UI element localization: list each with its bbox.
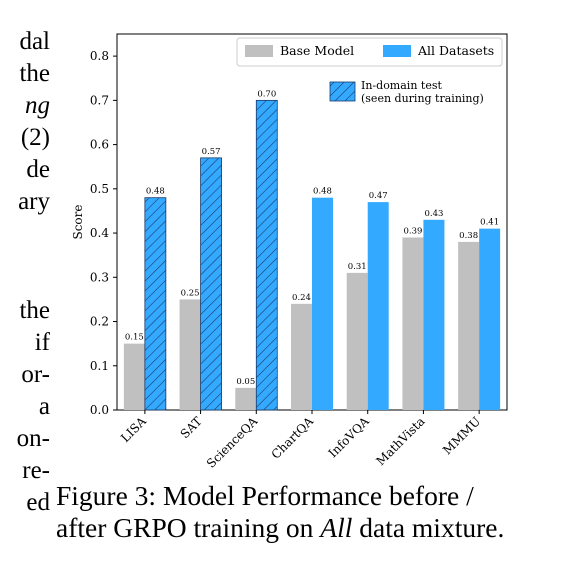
x-tick-label: LISA — [118, 414, 149, 445]
all-datasets-value-label: 0.48 — [313, 187, 332, 197]
in-domain-hatch — [144, 197, 167, 411]
x-tick-label: ChartQA — [269, 414, 317, 462]
left-text-fragment: the — [19, 297, 50, 324]
left-text-fragment: the — [19, 60, 50, 87]
all-datasets-value-label: 0.41 — [480, 218, 499, 228]
y-tick-label: 0.2 — [90, 315, 109, 329]
y-tick-label: 0.5 — [90, 182, 109, 196]
caption-line-2: after GRPO training on All data mixture. — [56, 512, 505, 543]
base-model-value-label: 0.05 — [236, 377, 255, 387]
y-tick-label: 0.7 — [90, 93, 109, 107]
all-datasets-bar — [479, 228, 501, 410]
base-model-value-label: 0.39 — [403, 226, 422, 236]
all-datasets-value-label: 0.47 — [369, 191, 388, 201]
y-axis-label: Score — [71, 204, 85, 239]
left-text-fragment: re- — [22, 457, 50, 484]
base-model-value-label: 0.38 — [459, 231, 478, 241]
base-model-bar — [123, 343, 145, 410]
all-datasets-value-label: 0.48 — [146, 187, 165, 197]
figure-caption: Figure 3: Model Performance before / aft… — [56, 480, 576, 544]
base-model-bar — [291, 303, 312, 410]
base-model-value-label: 0.24 — [292, 293, 311, 303]
left-text-fragment: or- — [21, 361, 50, 388]
x-tick-label: MMMU — [440, 414, 483, 457]
base-model-value-label: 0.31 — [348, 262, 367, 272]
left-column-text-fragments: dal the ng (2) de ary the if or-a on-re-ed — [0, 0, 60, 585]
left-text-fragment: ng — [25, 92, 50, 119]
left-text-fragment: dal — [19, 28, 50, 55]
y-tick-label: 0.8 — [90, 49, 109, 63]
base-model-bar — [235, 387, 257, 410]
left-text-fragment: ary — [18, 188, 50, 215]
in-domain-hatch — [255, 99, 278, 411]
legend-label-base-model: Base Model — [280, 43, 354, 58]
y-tick-label: 0.1 — [90, 359, 109, 373]
bar-chart: 0.0 0.1 0.2 0.3 0.4 0.5 0.6 0.7 0.8 Score 0.15 0.48… — [71, 33, 508, 471]
y-tick-label: 0.6 — [90, 138, 109, 152]
legend-swatch-in-domain-hatch — [329, 81, 356, 102]
y-tick-label: 0.0 — [90, 403, 109, 417]
x-tick-label: InfoVQA — [326, 414, 372, 460]
left-text-fragment: de — [26, 156, 50, 183]
all-datasets-bar — [367, 202, 389, 410]
all-datasets-value-label: 0.57 — [202, 147, 221, 157]
base-model-bar — [346, 272, 368, 410]
all-datasets-value-label: 0.43 — [424, 209, 443, 219]
left-text-fragment: if — [34, 329, 50, 356]
base-model-bar — [402, 237, 424, 410]
legend-label-all-datasets: All Datasets — [417, 43, 494, 58]
all-datasets-bar — [312, 197, 333, 410]
base-model-value-label: 0.25 — [181, 288, 200, 298]
x-tick-label: MathVista — [374, 414, 428, 468]
left-text-fragment: on- — [16, 425, 50, 452]
caption-line-1: Figure 3: Model Performance before / — [56, 480, 474, 511]
legend-swatch-all-datasets — [383, 45, 411, 57]
legend-label-in-domain-line2: (seen during training) — [361, 92, 484, 105]
plot-area: 0.0 0.1 0.2 0.3 0.4 0.5 0.6 0.7 0.8 Score 0.15 0.48… — [71, 33, 508, 471]
y-tick-label: 0.3 — [90, 270, 109, 284]
base-model-bar — [179, 299, 201, 410]
x-tick-label: ScienceQA — [204, 414, 261, 471]
x-tick-label: SAT — [178, 414, 205, 441]
legend-box — [236, 37, 503, 67]
base-model-value-label: 0.15 — [125, 333, 144, 343]
left-text-fragment: a — [38, 393, 50, 420]
base-model-bar — [458, 241, 480, 410]
all-datasets-value-label: 0.70 — [257, 89, 276, 99]
in-domain-hatch — [200, 157, 222, 411]
y-tick-label: 0.4 — [90, 226, 109, 240]
legend-swatch-base-model — [245, 45, 273, 57]
left-text-fragment: ed — [26, 489, 50, 516]
legend-label-in-domain-line1: In-domain test — [361, 79, 442, 92]
left-text-fragment: (2) — [20, 124, 50, 151]
all-datasets-bar — [423, 219, 445, 410]
